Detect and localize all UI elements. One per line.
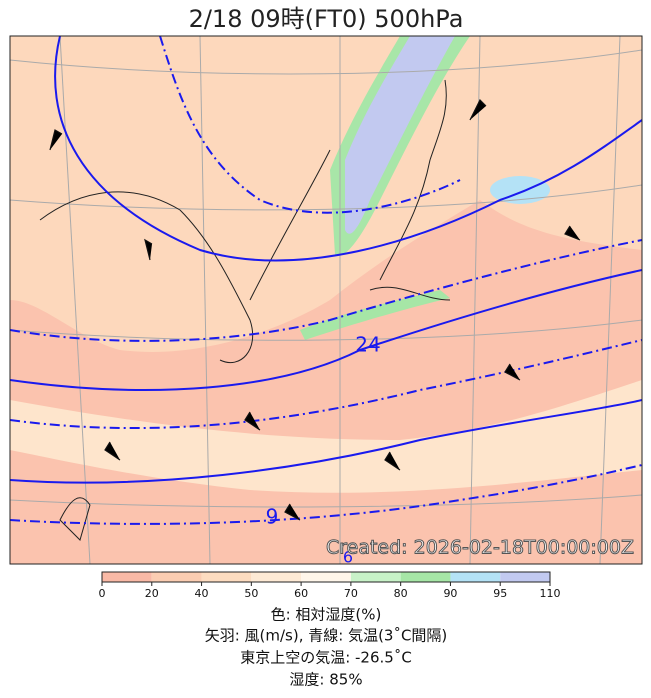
humidity-area: [300, 290, 450, 340]
colorbar-tick-label: 20: [145, 587, 159, 600]
colorbar-segment: [151, 572, 202, 582]
colorbar-segment: [350, 572, 401, 582]
map-area: [10, 36, 642, 564]
humidity-area: [10, 36, 642, 352]
graticule: [10, 36, 642, 564]
contour-label: 9: [266, 505, 279, 529]
colorbar-tick-label: 110: [540, 587, 561, 600]
colorbar-segment: [102, 572, 152, 582]
colorbar-tick-label: 80: [394, 587, 408, 600]
colorbar-tick-label: 70: [344, 587, 358, 600]
colorbar-frame: [101, 571, 551, 583]
humidity-area: [10, 380, 642, 493]
colorbar-tick-label: 0: [99, 587, 106, 600]
contour-label: 24: [355, 333, 380, 357]
wind-barbs: [49, 98, 581, 521]
colorbar-segment: [201, 572, 252, 582]
caption: 東京上空の気温: -26.5˚C: [240, 649, 412, 667]
colorbar-segment: [500, 572, 550, 582]
colorbar-tick-label: 60: [294, 587, 308, 600]
colorbar-tick-label: 90: [443, 587, 457, 600]
colorbar-tick-label: 95: [493, 587, 507, 600]
humidity-area: [490, 176, 550, 204]
temperature-contours: [10, 36, 642, 525]
map-frame: [9, 35, 643, 565]
colorbar-segment: [400, 572, 451, 582]
caption: 色: 相対湿度(%): [271, 606, 382, 624]
title: 2/18 09時(FT0) 500hPa: [189, 5, 464, 33]
colorbar-tick-label: 50: [244, 587, 258, 600]
colorbar-segment: [251, 572, 302, 582]
caption: 矢羽: 風(m/s), 青線: 気温(3˚C間隔): [205, 627, 448, 645]
caption: 湿度: 85%: [289, 671, 362, 689]
colorbar: 0 20 40 50 60 70 80 90 95 110: [99, 571, 561, 600]
colorbar-tick-label: 40: [195, 587, 209, 600]
colorbar-segment: [450, 572, 501, 582]
contour-label: 6: [343, 548, 353, 567]
coastline: [39, 79, 451, 541]
watermark: Created: 2026-02-18T00:00:00Z: [326, 537, 634, 559]
colorbar-segment: [301, 572, 351, 582]
humidity-area: [345, 36, 455, 234]
